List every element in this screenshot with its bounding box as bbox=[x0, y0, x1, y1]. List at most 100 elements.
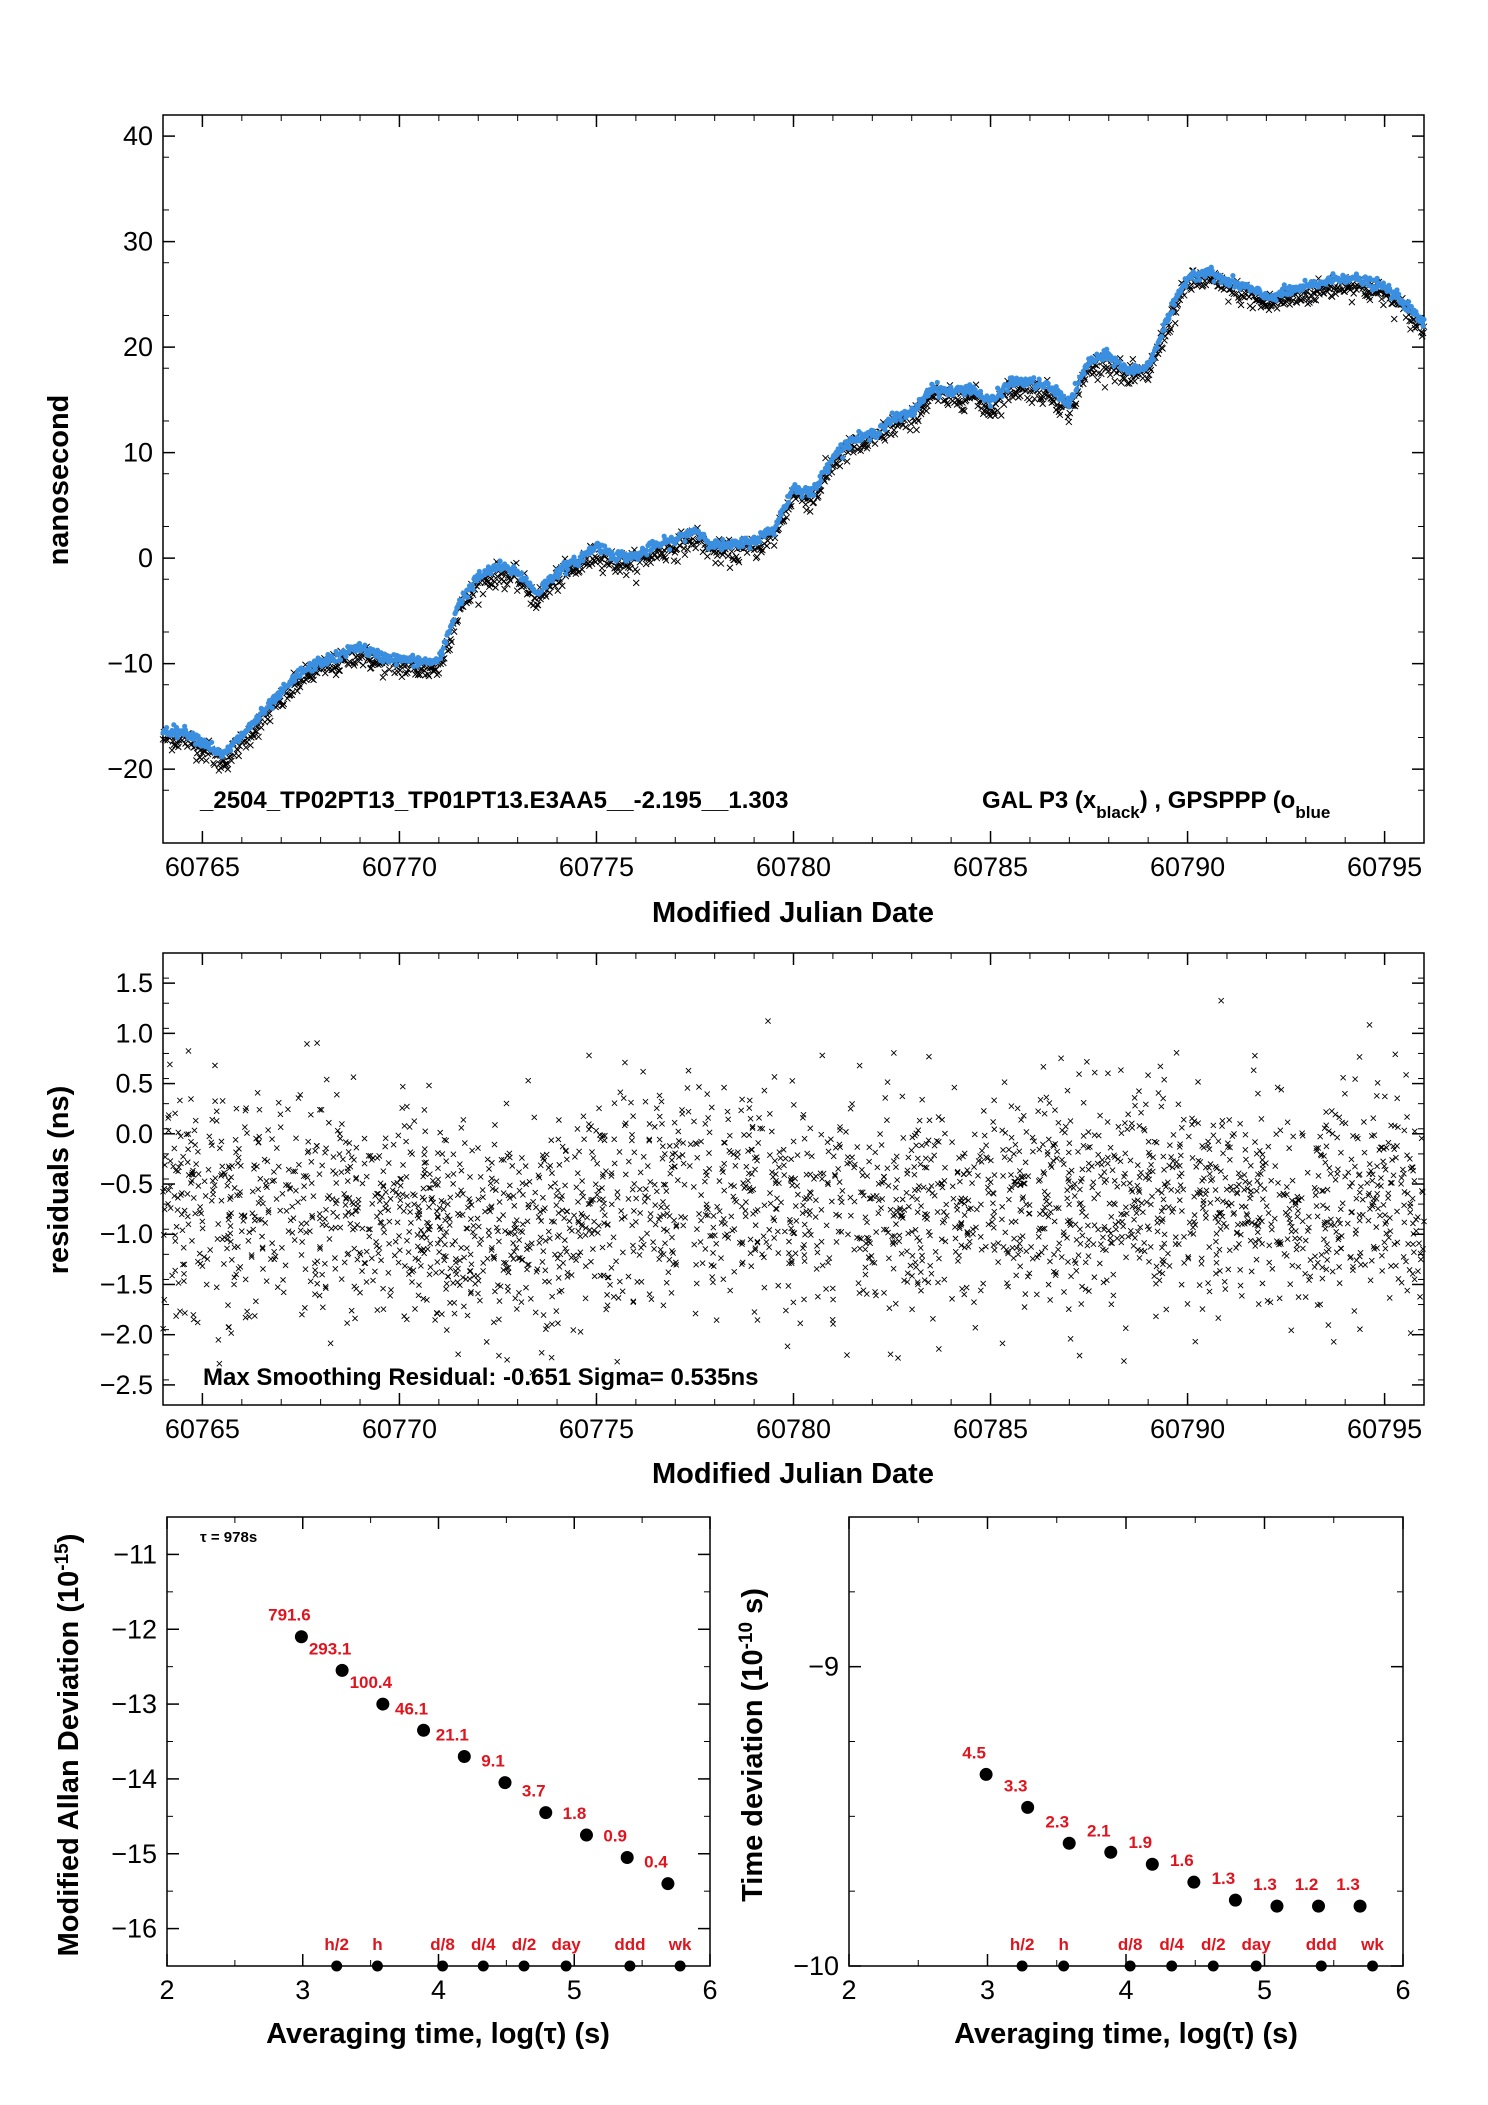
y-tick-label: 0 bbox=[138, 543, 153, 573]
data-point bbox=[351, 1245, 358, 1252]
data-point bbox=[669, 1234, 675, 1241]
data-point bbox=[1000, 1147, 1006, 1153]
data-point bbox=[443, 1158, 450, 1165]
data-point bbox=[696, 1084, 702, 1090]
data-point bbox=[446, 646, 453, 654]
data-point bbox=[256, 1106, 263, 1113]
data-point bbox=[1005, 1146, 1012, 1153]
data-point bbox=[1248, 1268, 1255, 1275]
data-point bbox=[1396, 291, 1402, 297]
data-point bbox=[973, 1206, 980, 1213]
data-point bbox=[686, 537, 693, 545]
data-point bbox=[990, 1200, 996, 1207]
data-point bbox=[914, 1196, 920, 1203]
data-point bbox=[810, 499, 818, 506]
data-point bbox=[653, 1105, 660, 1112]
data-point bbox=[381, 669, 389, 676]
data-point bbox=[824, 1139, 831, 1146]
data-point bbox=[919, 1096, 926, 1103]
data-point bbox=[1404, 1114, 1410, 1120]
data-point bbox=[436, 1204, 443, 1211]
data-point bbox=[706, 1129, 713, 1136]
data-point bbox=[1366, 1161, 1373, 1167]
data-point bbox=[257, 1175, 264, 1182]
data-point bbox=[1410, 1220, 1416, 1227]
data-point bbox=[433, 1208, 440, 1215]
data-point bbox=[534, 601, 542, 609]
data-point bbox=[604, 1291, 611, 1298]
data-point bbox=[1091, 1132, 1098, 1139]
data-point bbox=[1015, 1251, 1022, 1258]
data-point bbox=[752, 1222, 759, 1229]
data-point bbox=[1206, 1171, 1213, 1177]
data-point bbox=[581, 1136, 588, 1143]
data-point bbox=[213, 1284, 220, 1291]
data-point bbox=[166, 1061, 173, 1068]
data-point bbox=[1038, 1249, 1045, 1256]
data-point bbox=[244, 1308, 251, 1315]
data-point bbox=[1327, 1170, 1334, 1177]
data-point bbox=[425, 672, 433, 680]
data-point bbox=[1106, 1200, 1113, 1207]
data-point bbox=[1286, 1205, 1293, 1212]
data-point bbox=[1104, 1154, 1111, 1161]
data-point bbox=[503, 580, 511, 588]
data-point bbox=[746, 1097, 753, 1104]
data-point bbox=[1294, 1241, 1301, 1248]
data-point bbox=[468, 1261, 475, 1268]
data-point bbox=[451, 617, 457, 623]
data-point bbox=[1319, 1275, 1326, 1282]
data-point bbox=[985, 1189, 992, 1196]
data-point bbox=[1085, 1253, 1092, 1260]
data-point bbox=[439, 651, 446, 657]
data-point bbox=[637, 1210, 644, 1216]
data-point bbox=[681, 1181, 688, 1188]
data-point bbox=[1031, 395, 1038, 403]
data-point bbox=[1122, 1325, 1129, 1332]
data-point bbox=[732, 553, 740, 561]
data-point bbox=[1213, 1251, 1220, 1258]
data-point bbox=[893, 1221, 899, 1228]
data-point bbox=[756, 1114, 762, 1121]
data-point bbox=[172, 1238, 179, 1244]
data-point bbox=[1401, 1202, 1408, 1209]
data-point bbox=[559, 1143, 566, 1150]
data-point bbox=[285, 1166, 292, 1173]
data-point bbox=[549, 1321, 555, 1328]
data-point bbox=[955, 1258, 961, 1264]
data-point bbox=[1392, 1051, 1399, 1058]
data-point bbox=[840, 455, 846, 461]
data-point bbox=[1353, 1195, 1360, 1202]
data-point bbox=[1176, 1173, 1183, 1180]
data-point bbox=[1037, 1096, 1044, 1103]
data-point bbox=[1320, 1236, 1327, 1243]
data-point bbox=[1010, 1255, 1017, 1262]
data-point bbox=[434, 1150, 441, 1156]
data-point bbox=[1205, 1280, 1212, 1286]
data-point bbox=[1351, 1163, 1358, 1170]
data-point bbox=[1053, 1205, 1059, 1211]
data-point bbox=[1029, 1148, 1036, 1155]
x-tick-label: 60795 bbox=[1347, 1414, 1422, 1444]
data-point bbox=[1082, 1259, 1089, 1266]
data-point bbox=[613, 1258, 620, 1265]
data-point bbox=[801, 1196, 808, 1203]
data-point bbox=[1145, 371, 1153, 379]
data-point bbox=[811, 1175, 817, 1182]
data-point bbox=[335, 667, 343, 674]
data-point bbox=[801, 1221, 808, 1228]
data-point bbox=[761, 1087, 768, 1094]
data-point bbox=[1229, 1187, 1235, 1194]
data-point bbox=[410, 663, 417, 670]
data-point bbox=[898, 417, 904, 424]
data-point bbox=[1417, 329, 1425, 336]
data-point bbox=[1178, 1124, 1185, 1131]
data-point bbox=[1345, 1169, 1352, 1176]
data-point bbox=[1220, 1220, 1227, 1227]
data-point bbox=[1091, 1195, 1098, 1202]
data-point bbox=[709, 1274, 716, 1280]
data-point bbox=[748, 1263, 755, 1270]
data-point bbox=[1411, 1276, 1418, 1283]
data-point bbox=[1076, 1352, 1083, 1359]
data-point bbox=[721, 1084, 727, 1091]
